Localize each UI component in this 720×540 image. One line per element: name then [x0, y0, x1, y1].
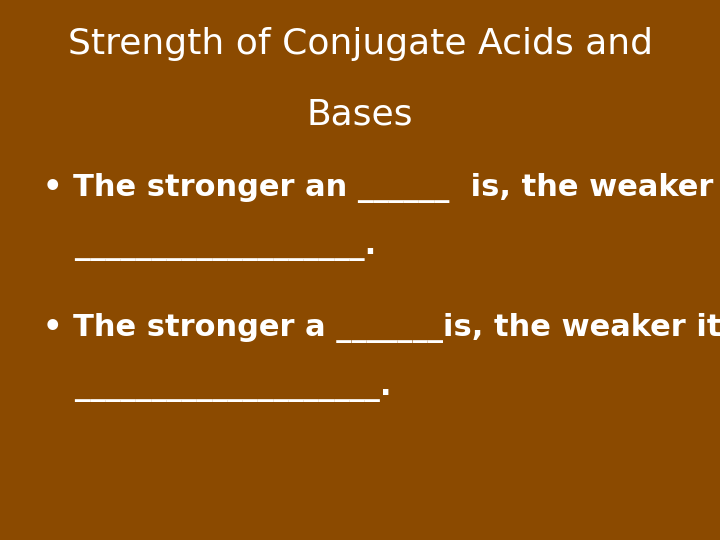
Text: ____________________.: ____________________. — [43, 373, 392, 402]
Text: Bases: Bases — [307, 97, 413, 131]
Text: Strength of Conjugate Acids and: Strength of Conjugate Acids and — [68, 27, 652, 61]
Text: ___________________.: ___________________. — [43, 232, 377, 261]
Text: • The stronger a _______is, the weaker its: • The stronger a _______is, the weaker i… — [43, 313, 720, 343]
Text: • The stronger an ______  is, the weaker its: • The stronger an ______ is, the weaker … — [43, 173, 720, 203]
